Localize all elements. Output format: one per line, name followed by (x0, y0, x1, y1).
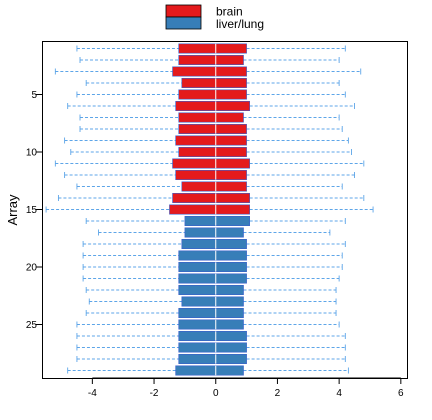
box-array-1 (76, 43, 346, 54)
box-array-19 (82, 250, 343, 261)
box-array-9 (64, 135, 349, 146)
box-iqr (178, 307, 244, 318)
box-iqr (178, 89, 247, 100)
box-array-21 (82, 273, 340, 284)
x-tick-label: 4 (336, 388, 342, 399)
box-iqr (175, 170, 247, 181)
y-tick-label: 10 (26, 148, 38, 159)
box-array-8 (79, 124, 343, 135)
box-array-16 (85, 216, 346, 227)
legend-swatch-brain (165, 4, 202, 18)
box-iqr (181, 181, 247, 192)
box-iqr (181, 78, 247, 89)
box-array-10 (70, 147, 352, 158)
box-iqr (178, 342, 247, 353)
box-array-12 (64, 170, 356, 181)
y-tick-label: 15 (26, 205, 38, 216)
box-array-29 (67, 365, 349, 376)
box-array-2 (79, 54, 340, 65)
box-array-7 (79, 112, 340, 123)
box-iqr (178, 43, 247, 54)
box-iqr (178, 124, 247, 135)
box-iqr (184, 216, 250, 227)
box-array-20 (82, 261, 343, 272)
y-tick-label: 25 (26, 320, 38, 331)
x-tick-label: -2 (150, 388, 159, 399)
box-iqr (178, 353, 247, 364)
box-iqr (178, 54, 244, 65)
box-iqr (184, 227, 244, 238)
box-array-25 (76, 319, 340, 330)
box-array-3 (54, 66, 362, 77)
box-iqr (178, 261, 247, 272)
box-iqr (175, 101, 250, 112)
box-array-5 (76, 89, 346, 100)
legend: brain liver/lung (165, 4, 264, 31)
y-axis-title: Array (5, 194, 20, 226)
box-array-17 (98, 227, 331, 238)
y-tick-label: 20 (26, 263, 38, 274)
box-iqr (178, 330, 247, 341)
box-array-6 (67, 101, 356, 112)
box-iqr (181, 296, 244, 307)
x-tick-label: 6 (398, 388, 404, 399)
legend-label-brain: brain (216, 5, 243, 19)
box-array-23 (88, 296, 337, 307)
box-array-26 (76, 330, 346, 341)
box-iqr (172, 66, 247, 77)
box-iqr (178, 147, 247, 158)
box-array-27 (76, 342, 346, 353)
y-tick-label: 5 (31, 90, 37, 101)
box-array-28 (76, 353, 346, 364)
box-array-22 (85, 284, 337, 295)
box-iqr (178, 284, 244, 295)
box-iqr (178, 112, 244, 123)
y-axis: 5 10 15 20 25 (26, 90, 43, 331)
box-array-24 (85, 307, 337, 318)
box-array-15 (45, 204, 374, 215)
x-tick-label: -4 (88, 388, 97, 399)
box-array-14 (57, 193, 365, 204)
box-array-18 (82, 239, 346, 250)
box-iqr (175, 135, 247, 146)
box-iqr (178, 319, 244, 330)
box-array-11 (54, 158, 365, 169)
box-array-4 (85, 78, 340, 89)
box-iqr (178, 250, 247, 261)
legend-label-liver-lung: liver/lung (216, 17, 264, 31)
x-tick-label: 0 (213, 388, 219, 399)
box-iqr (169, 204, 250, 215)
box-iqr (172, 158, 250, 169)
legend-swatch-liver-lung (165, 16, 202, 30)
box-iqr (178, 273, 247, 284)
box-iqr (175, 365, 244, 376)
box-array-13 (76, 181, 343, 192)
x-axis: -4 -2 0 2 4 6 (88, 377, 404, 399)
boxes-layer (45, 43, 374, 376)
box-iqr (172, 193, 250, 204)
box-iqr (181, 239, 247, 250)
x-tick-label: 2 (275, 388, 281, 399)
